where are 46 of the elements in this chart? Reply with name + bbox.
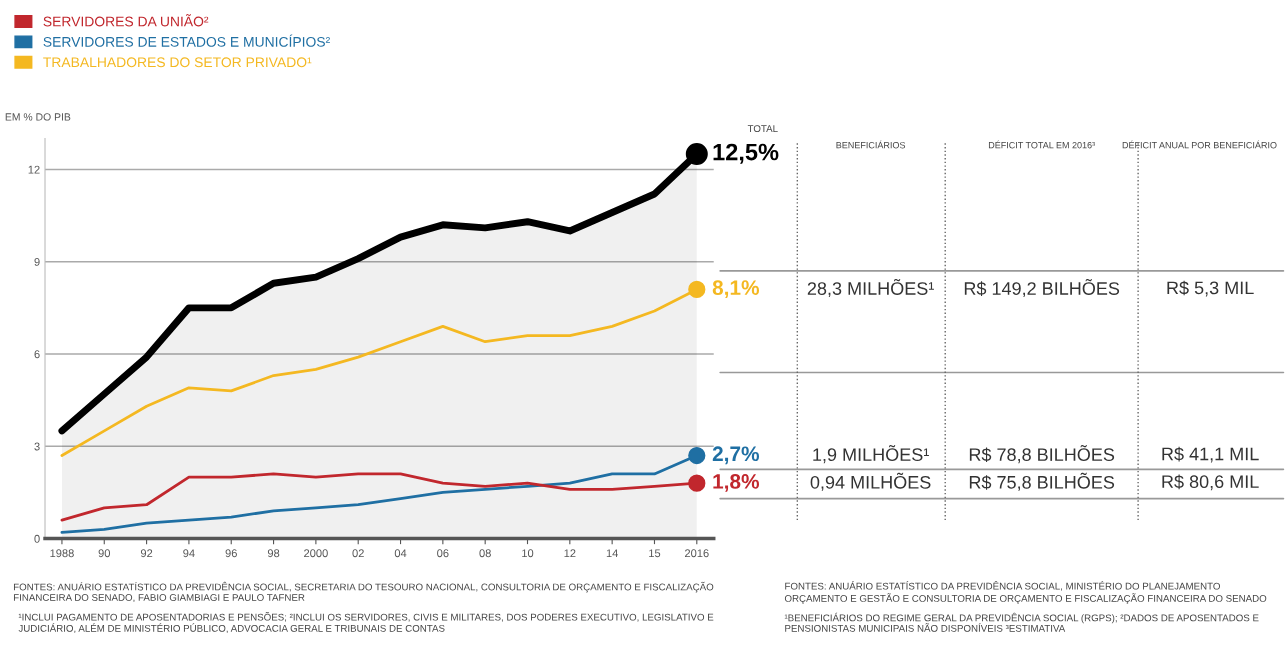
y-tick-label: 6 (34, 350, 40, 359)
text: R$ 80,6 MIL (1162, 474, 1259, 491)
y-tick-label: 9 (34, 257, 40, 266)
text: R$ 41,1 MIL (1162, 446, 1259, 463)
data-label: 12,5% (713, 143, 779, 164)
x-tick-label: 1988 (50, 549, 74, 558)
x-tick-label: 2016 (685, 549, 709, 558)
x-tick-label: 04 (394, 549, 407, 558)
y-axis-title: EM % DO PIB (5, 113, 71, 121)
x-tick-label: 94 (183, 549, 195, 558)
x-tick-label: 12 (564, 549, 576, 558)
x-tick-label: 92 (140, 549, 153, 558)
text: 1,9 MILHÕES¹ (813, 445, 929, 464)
y-tick-label: 0 (34, 534, 40, 543)
text: DÉFICIT ANUAL POR BENEFICIÁRIO (1122, 140, 1277, 149)
text: DÉFICIT TOTAL EM 2016³ (988, 140, 1095, 149)
text: FONTES: ANUÁRIO ESTATÍSTICO DA PREVIDÊNCIA SOCIAL, SECRETARIA DO TESOURO NACIONAL, CONSULTORIA DE ORÇAMENTO E FISCALIZAÇÃO FINANCEIRA DO SENADO, FABIO GIAMBIAGI E PAULO TAFNER (13, 581, 714, 603)
x-tick-label: 14 (606, 549, 619, 558)
text: R$ 78,8 BILHÕES (969, 445, 1115, 464)
x-tick-label: 02 (352, 549, 364, 558)
x-tick-label: 15 (649, 549, 661, 558)
y-tick-label: 3 (34, 442, 40, 451)
x-tick-label: 06 (437, 549, 449, 558)
text: 0,94 MILHÕES (810, 472, 931, 491)
legend-label: SERVIDORES DE ESTADOS E MUNICÍPIOS² (43, 34, 330, 47)
x-tick-label: 98 (267, 549, 280, 558)
data-label: 2,7% (712, 446, 760, 465)
x-tick-label: 10 (522, 549, 534, 558)
text: 28,3 MILHÕES¹ (807, 278, 934, 298)
text: R$ 5,3 MIL (1167, 280, 1254, 297)
text: FONTES: ANUÁRIO ESTATÍSTICO DA PREVIDÊNCIA SOCIAL, MINISTÉRIO DO PLANEJAMENTO ORÇAMENTO E GESTÃO E CONSULTORIA DE ORÇAMENTO E FISCALIZAÇÃO FINANCEIRA DO SENADO (784, 581, 1267, 604)
text: R$ 149,2 BILHÕES (964, 278, 1120, 298)
text: BENEFICIÁRIOS (836, 140, 906, 149)
x-tick-label: 96 (225, 549, 237, 558)
legend-label: TRABALHADORES DO SETOR PRIVADO¹ (43, 57, 312, 68)
text: TOTAL (747, 125, 778, 133)
x-tick-label: 2000 (304, 549, 328, 558)
text: ¹INCLUI PAGAMENTO DE APOSENTADORIAS E PENSÕES; ²INCLUI OS SERVIDORES, CIVIS E MILITARES, DOS PODERES EXECUTIVO, LEGISLATIVO E JUDICIÁRIO, ALÉM DE MINISTÉRIO PÚBLICO, ADVOCACIA GERAL E TRIBUNAIS DE CONTAS (18, 611, 714, 633)
legend-label: SERVIDORES DA UNIÃO² (43, 14, 209, 27)
data-label: 8,1% (712, 280, 760, 299)
data-label: 1,8% (713, 474, 760, 492)
text: R$ 75,8 BILHÕES (969, 472, 1115, 491)
y-tick-label: 12 (28, 165, 40, 174)
x-tick-label: 08 (479, 549, 491, 558)
text: ¹BENEFICIÁRIOS DO REGIME GERAL DA PREVIDÊNCIA SOCIAL (RGPS); ²DADOS DE APOSENTADOS E PENSIONISTAS MUNICIPAIS NÃO DISPONÍVEIS ³ESTIMATIVA (784, 612, 1259, 632)
x-tick-label: 90 (98, 549, 111, 558)
